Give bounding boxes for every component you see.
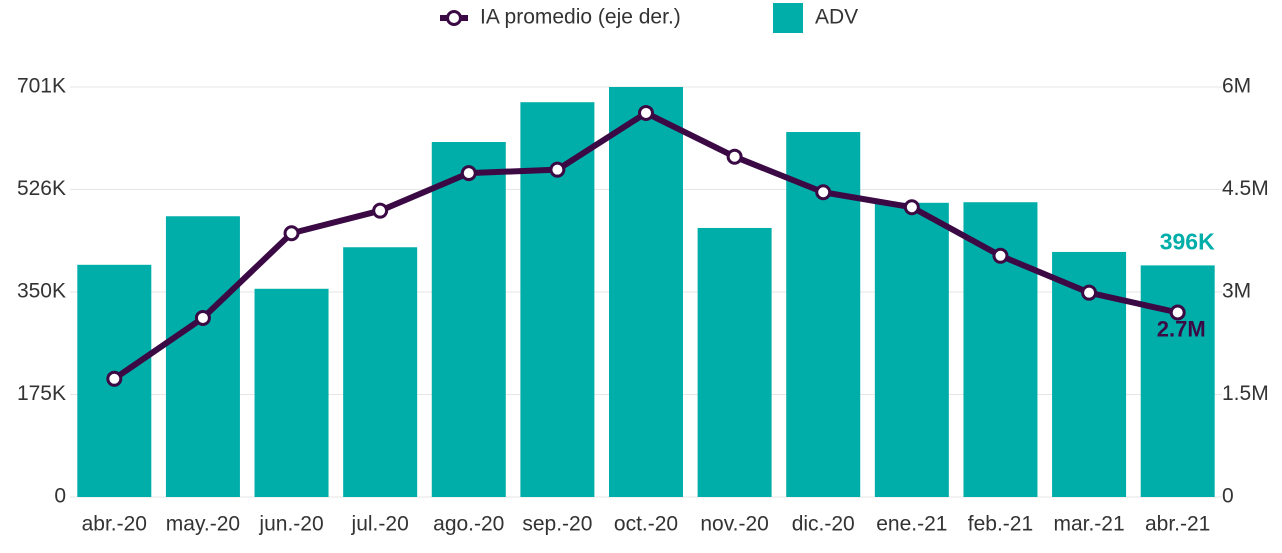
line-point (726, 148, 743, 165)
legend-swatch (773, 3, 803, 33)
x-tick-label: may.-20 (166, 513, 240, 536)
line-point (815, 184, 832, 201)
bar (1140, 265, 1215, 497)
legend-label: IA promedio (eje der.) (480, 6, 681, 29)
line-point (638, 104, 654, 121)
x-tick-label: sep.-20 (522, 513, 592, 536)
legend-label: ADV (815, 6, 858, 29)
y2-tick-label: 1.5M (1222, 382, 1269, 405)
x-tick-label: dic.-20 (792, 513, 855, 536)
y2-tick-label: 3M (1222, 280, 1251, 303)
line-point (1169, 304, 1186, 321)
bar (520, 102, 595, 497)
value-label: 396K (1160, 228, 1215, 254)
bar (254, 288, 329, 497)
x-tick-label: jul.-20 (351, 513, 409, 536)
x-tick-label: abr.-21 (1145, 513, 1210, 536)
bar (874, 202, 949, 498)
y-tick-label: 350K (17, 280, 66, 303)
line-point (194, 309, 211, 326)
line-point (372, 202, 389, 219)
line-point (549, 161, 566, 178)
bar (343, 247, 418, 497)
legend-marker (446, 10, 462, 26)
bar (431, 141, 506, 497)
line-point (903, 199, 920, 216)
x-tick-label: jun.-20 (258, 513, 323, 536)
x-tick-label: feb.-21 (968, 513, 1033, 536)
line-point (1081, 284, 1098, 301)
bar (697, 227, 772, 497)
x-tick-label: ene.-21 (876, 513, 947, 536)
y-tick-label: 526K (17, 177, 66, 200)
x-tick-label: abr.-20 (82, 513, 147, 536)
y2-tick-label: 4.5M (1222, 177, 1269, 200)
y-tick-label: 701K (17, 75, 66, 98)
line-point (106, 370, 123, 387)
line-point (992, 247, 1009, 264)
y2-tick-label: 0 (1222, 485, 1234, 508)
bar (165, 216, 240, 497)
bar (609, 87, 683, 497)
line-point (460, 165, 477, 182)
bar (963, 202, 1038, 497)
value-label: 2.7M (1157, 316, 1206, 341)
x-tick-label: ago.-20 (433, 513, 504, 536)
line-point (283, 225, 300, 242)
y-tick-label: 175K (17, 382, 66, 405)
y-tick-label: 0 (54, 485, 66, 508)
x-tick-label: oct.-20 (614, 513, 678, 536)
x-tick-label: mar.-21 (1053, 513, 1124, 536)
x-tick-label: nov.-20 (700, 513, 769, 536)
y2-tick-label: 6M (1222, 75, 1251, 98)
